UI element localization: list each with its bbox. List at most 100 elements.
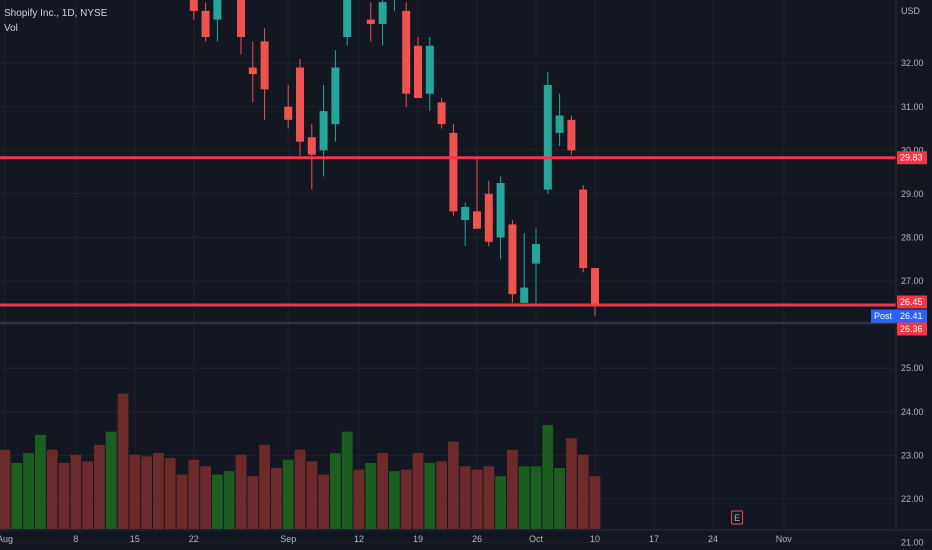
horizontal-levels[interactable] — [0, 156, 896, 324]
volume-bar — [294, 449, 306, 529]
candle-body — [520, 287, 529, 303]
volume-bar — [412, 453, 424, 529]
price-tick-label: 31.00 — [901, 102, 924, 112]
volume-bar — [424, 463, 436, 529]
time-tick-label: 12 — [354, 534, 364, 544]
volume-bar — [247, 476, 259, 529]
post-price-badge: 26.41 — [900, 311, 923, 321]
volume-bar — [577, 454, 589, 529]
post-tag-badge-bg — [871, 309, 897, 323]
volume-bar — [94, 444, 105, 529]
time-tick-label: Sep — [280, 534, 296, 544]
volume-bar — [271, 467, 282, 529]
candle-body — [331, 67, 340, 125]
volume-bar — [448, 441, 459, 529]
candle-body — [555, 115, 564, 133]
symbol-title[interactable]: Shopify Inc., 1D, NYSE — [4, 8, 108, 19]
candle-body — [237, 0, 245, 38]
volume-bar — [554, 467, 565, 529]
price-tick-label: 30.00 — [901, 145, 924, 155]
candle-body — [579, 189, 588, 268]
candle-body — [213, 0, 222, 20]
level-lower-badge-bg — [897, 295, 927, 309]
earnings-marker[interactable]: E — [731, 510, 744, 525]
time-tick-label: 10 — [590, 534, 600, 544]
volume-bars — [0, 393, 601, 529]
post-tag-badge: Post — [874, 311, 893, 321]
volume-bar — [365, 463, 377, 529]
candle-body — [567, 119, 576, 151]
volume-bar — [58, 463, 70, 529]
volume-bar — [341, 431, 353, 529]
time-axis[interactable]: Aug 8 15 22 Sep 12 19 26 Oct 10 17 24 Nov — [0, 534, 792, 544]
volume-bar — [471, 469, 483, 529]
volume-bar — [530, 466, 542, 529]
candle-body — [378, 2, 387, 24]
volume-bar — [235, 454, 247, 529]
volume-bar — [105, 431, 117, 529]
candle-body — [461, 206, 470, 221]
volume-bar — [259, 444, 270, 529]
price-tick-label: 28.00 — [901, 232, 924, 242]
volume-bar — [459, 466, 471, 529]
post-price-badge-bg — [897, 309, 927, 323]
volume-bar — [176, 474, 188, 529]
volume-bar — [377, 453, 388, 529]
volume-bar — [11, 463, 23, 529]
volume-bar — [495, 476, 506, 529]
price-tick-label: 32.00 — [901, 58, 924, 68]
candle-body — [437, 102, 446, 125]
volume-bar — [129, 454, 141, 529]
price-tick-label: 25.00 — [901, 363, 924, 373]
price-tick-label: 29.00 — [901, 189, 924, 199]
volume-bar — [212, 474, 223, 529]
volume-bar — [353, 469, 365, 529]
volume-bar — [483, 466, 495, 529]
volume-bar — [330, 453, 341, 529]
level-upper-badge: 29.83 — [900, 153, 923, 163]
price-tick-label: 27.00 — [901, 276, 924, 286]
volume-bar — [70, 454, 82, 529]
time-tick-label: 17 — [649, 534, 659, 544]
volume-bar — [507, 449, 518, 529]
volume-bar — [23, 453, 34, 529]
volume-bar — [188, 459, 200, 529]
candle-body — [473, 211, 481, 229]
volume-bar — [153, 453, 164, 529]
time-tick-label: 19 — [413, 534, 423, 544]
volume-bar — [82, 461, 93, 529]
candle-body — [532, 244, 540, 264]
time-tick-label: 22 — [189, 534, 199, 544]
volume-bar — [46, 449, 58, 529]
candle-body — [425, 45, 434, 94]
candle-body — [260, 41, 269, 90]
volume-bar — [318, 474, 329, 529]
level-upper-badge-bg — [897, 151, 927, 165]
price-tick-label: 23.00 — [901, 450, 924, 460]
volume-bar — [200, 466, 211, 529]
price-tick-label: 21.00 — [901, 537, 924, 547]
time-tick-label: Oct — [529, 534, 544, 544]
candle-body — [591, 267, 599, 305]
price-axis-unit: USD — [901, 6, 921, 16]
candle-body — [402, 10, 411, 94]
time-tick-label: Nov — [776, 534, 793, 544]
candle-body — [496, 183, 505, 238]
volume-bar — [223, 471, 235, 529]
earnings-marker-box — [731, 510, 744, 525]
volume-label[interactable]: Vol — [4, 23, 18, 34]
grid-lines — [0, 0, 896, 543]
volume-bar — [542, 425, 554, 529]
time-tick-label: Aug — [0, 534, 13, 544]
last-close-badge-bg — [897, 322, 927, 336]
candle-body — [248, 67, 257, 75]
earnings-marker-label: E — [734, 513, 740, 523]
candle-body — [319, 111, 328, 151]
volume-bar — [400, 469, 412, 529]
candle-body — [414, 45, 422, 99]
candle-body — [449, 132, 458, 212]
volume-bar — [282, 459, 294, 529]
candle-body — [296, 67, 304, 142]
candle-body — [201, 10, 210, 38]
